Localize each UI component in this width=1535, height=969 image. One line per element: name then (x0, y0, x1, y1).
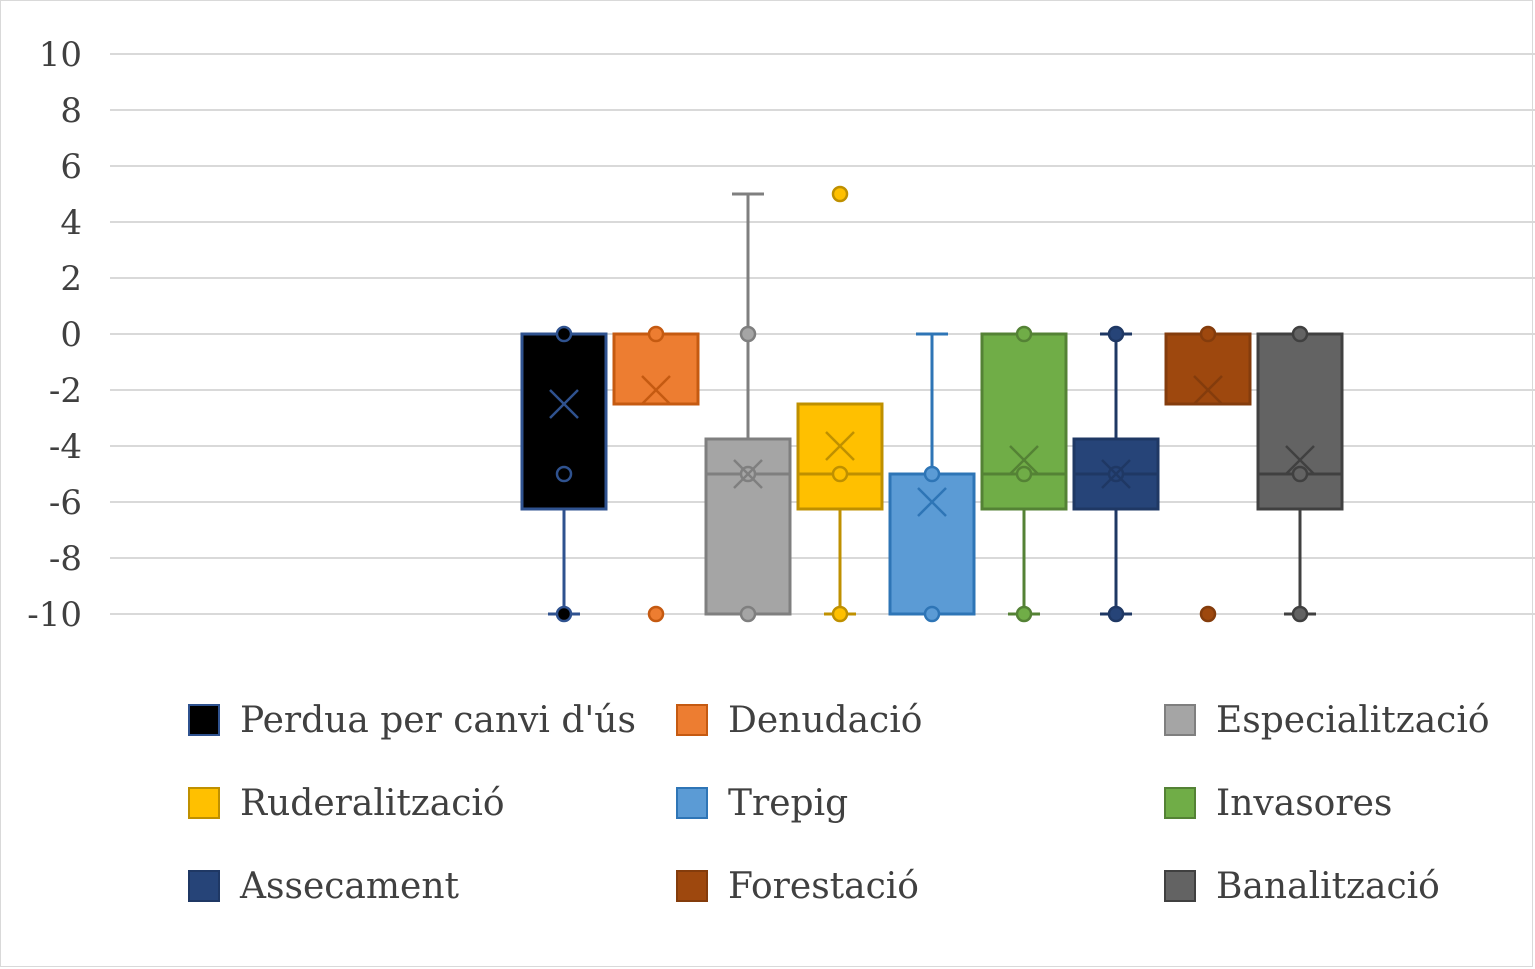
box (1164, 332, 1252, 406)
y-tick-label: 6 (60, 147, 82, 187)
mean-marker (549, 389, 579, 419)
data-point (1107, 605, 1125, 623)
box (612, 332, 700, 406)
data-point (1199, 325, 1217, 343)
box (704, 437, 792, 616)
data-point (1107, 325, 1125, 343)
data-point (555, 605, 573, 623)
data-point (831, 185, 849, 203)
y-tick-label: -8 (49, 539, 82, 579)
data-point (923, 465, 941, 483)
mean-marker (917, 487, 947, 517)
data-point (1199, 605, 1217, 623)
box (980, 332, 1068, 511)
data-point (739, 325, 757, 343)
mean-marker (733, 459, 763, 489)
data-point (647, 605, 665, 623)
y-tick-label: 8 (60, 91, 82, 131)
data-point (555, 465, 573, 483)
mean-marker (641, 375, 671, 405)
data-point (831, 465, 849, 483)
data-point (1015, 605, 1033, 623)
mean-marker (1285, 445, 1315, 475)
data-point (1015, 325, 1033, 343)
y-tick-label: 10 (39, 35, 82, 75)
data-point (647, 325, 665, 343)
data-point (739, 605, 757, 623)
data-point (923, 605, 941, 623)
y-tick-label: -2 (49, 371, 82, 411)
y-tick-label: 0 (60, 315, 82, 355)
box (520, 332, 608, 511)
data-point (1291, 605, 1309, 623)
y-tick-label: 4 (60, 203, 82, 243)
data-point (555, 325, 573, 343)
y-tick-label: -10 (27, 595, 82, 635)
mean-marker (1101, 459, 1131, 489)
box (1256, 332, 1344, 511)
y-tick-label: -6 (49, 483, 82, 523)
data-point (1291, 325, 1309, 343)
y-tick-label: -4 (49, 427, 82, 467)
data-point (1291, 465, 1309, 483)
data-point (831, 605, 849, 623)
box (888, 472, 976, 616)
y-tick-label: 2 (60, 259, 82, 299)
data-point (1015, 465, 1033, 483)
box (796, 402, 884, 511)
mean-marker (1009, 445, 1039, 475)
mean-marker (1193, 375, 1223, 405)
mean-marker (825, 431, 855, 461)
